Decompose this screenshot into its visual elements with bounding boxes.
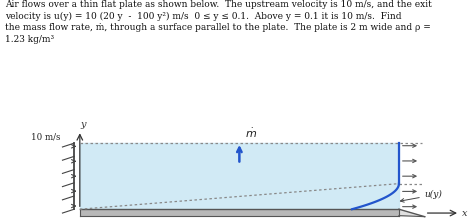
Text: u(y): u(y) <box>401 190 443 202</box>
Polygon shape <box>80 209 399 216</box>
Text: Air flows over a thin flat plate as shown below.  The upstream velocity is 10 m/: Air flows over a thin flat plate as show… <box>5 0 432 44</box>
Text: y: y <box>81 120 86 129</box>
Text: 10 m/s: 10 m/s <box>31 132 60 141</box>
Polygon shape <box>80 209 425 217</box>
Text: x: x <box>462 208 468 218</box>
Polygon shape <box>80 143 399 209</box>
Text: $\dot{m}$: $\dot{m}$ <box>245 127 257 140</box>
